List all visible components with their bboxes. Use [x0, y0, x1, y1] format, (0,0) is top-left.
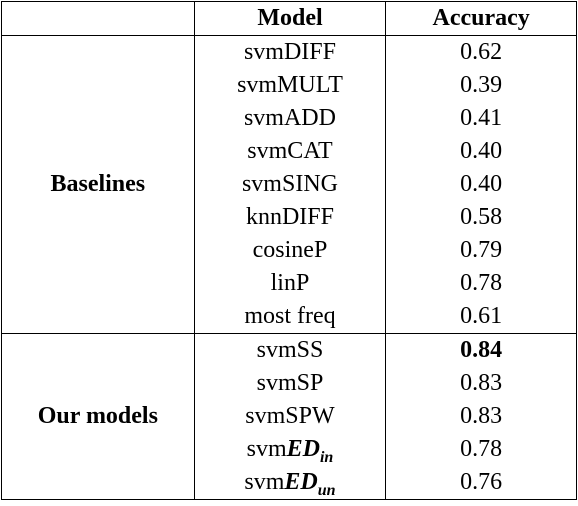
- accuracy-cell: 0.40: [385, 168, 577, 201]
- model-math-sub: un: [317, 481, 336, 499]
- table-row: svmEDin 0.78: [2, 433, 577, 466]
- model-math-main: ED: [284, 469, 318, 495]
- table-row: svmSING 0.40: [2, 168, 577, 201]
- table-row: Our models svmSS 0.84: [1, 333, 577, 500]
- model-cell: svmEDin: [193, 433, 387, 466]
- accuracy-cell: 0.78: [385, 267, 577, 300]
- model-cell: svmMULT: [193, 69, 387, 102]
- table-row: svmEDun 0.76: [2, 466, 577, 500]
- accuracy-cell: 0.41: [385, 102, 577, 135]
- table-row: Baselines svmDIFF 0.62: [1, 35, 577, 334]
- model-cell: knnDIFF: [193, 201, 387, 234]
- model-cell: svmSS: [193, 333, 387, 367]
- table-row: svmSP 0.83: [2, 367, 577, 400]
- model-cell: most freq: [193, 300, 387, 334]
- model-cell: svmADD: [193, 102, 387, 135]
- model-cell: svmCAT: [193, 135, 387, 168]
- table-row: most freq 0.61: [2, 300, 577, 334]
- model-math-main: ED: [286, 436, 320, 462]
- accuracy-cell: 0.83: [385, 400, 577, 433]
- accuracy-cell: 0.83: [385, 367, 577, 400]
- accuracy-cell: 0.76: [385, 466, 577, 500]
- accuracy-cell-best: 0.84: [385, 333, 577, 367]
- model-math: EDin: [286, 436, 334, 465]
- accuracy-cell: 0.39: [385, 69, 577, 102]
- model-prefix: svm: [246, 436, 287, 462]
- model-cell: svmSING: [193, 168, 387, 201]
- group-label-our-models: Our models: [1, 333, 195, 500]
- header-model: Model: [193, 1, 387, 36]
- accuracy-cell: 0.61: [385, 300, 577, 334]
- model-cell: cosineP: [193, 234, 387, 267]
- accuracy-cell: 0.78: [385, 433, 577, 466]
- accuracy-cell: 0.79: [385, 234, 577, 267]
- header-accuracy: Accuracy: [385, 1, 577, 36]
- table-row: cosineP 0.79: [2, 234, 577, 267]
- header-group: [1, 1, 195, 36]
- model-cell: svmDIFF: [193, 35, 387, 69]
- model-cell: svmSPW: [193, 400, 387, 433]
- accuracy-cell: 0.62: [385, 35, 577, 69]
- model-math-sub: in: [319, 448, 334, 466]
- table-row: svmADD 0.41: [2, 102, 577, 135]
- accuracy-cell: 0.58: [385, 201, 577, 234]
- table-row: linP 0.78: [2, 267, 577, 300]
- model-math: EDun: [284, 469, 335, 498]
- group-label-baselines: Baselines: [1, 35, 195, 334]
- table-row: svmSPW 0.83: [2, 400, 577, 433]
- model-cell: svmEDun: [193, 466, 387, 500]
- model-cell: svmSP: [193, 367, 387, 400]
- table-row: knnDIFF 0.58: [2, 201, 577, 234]
- header-row: Model Accuracy: [1, 1, 577, 36]
- table-row: svmMULT 0.39: [2, 69, 577, 102]
- accuracy-cell: 0.40: [385, 135, 577, 168]
- table-row: svmCAT 0.40: [2, 135, 577, 168]
- model-prefix: svm: [244, 469, 285, 495]
- model-cell: linP: [193, 267, 387, 300]
